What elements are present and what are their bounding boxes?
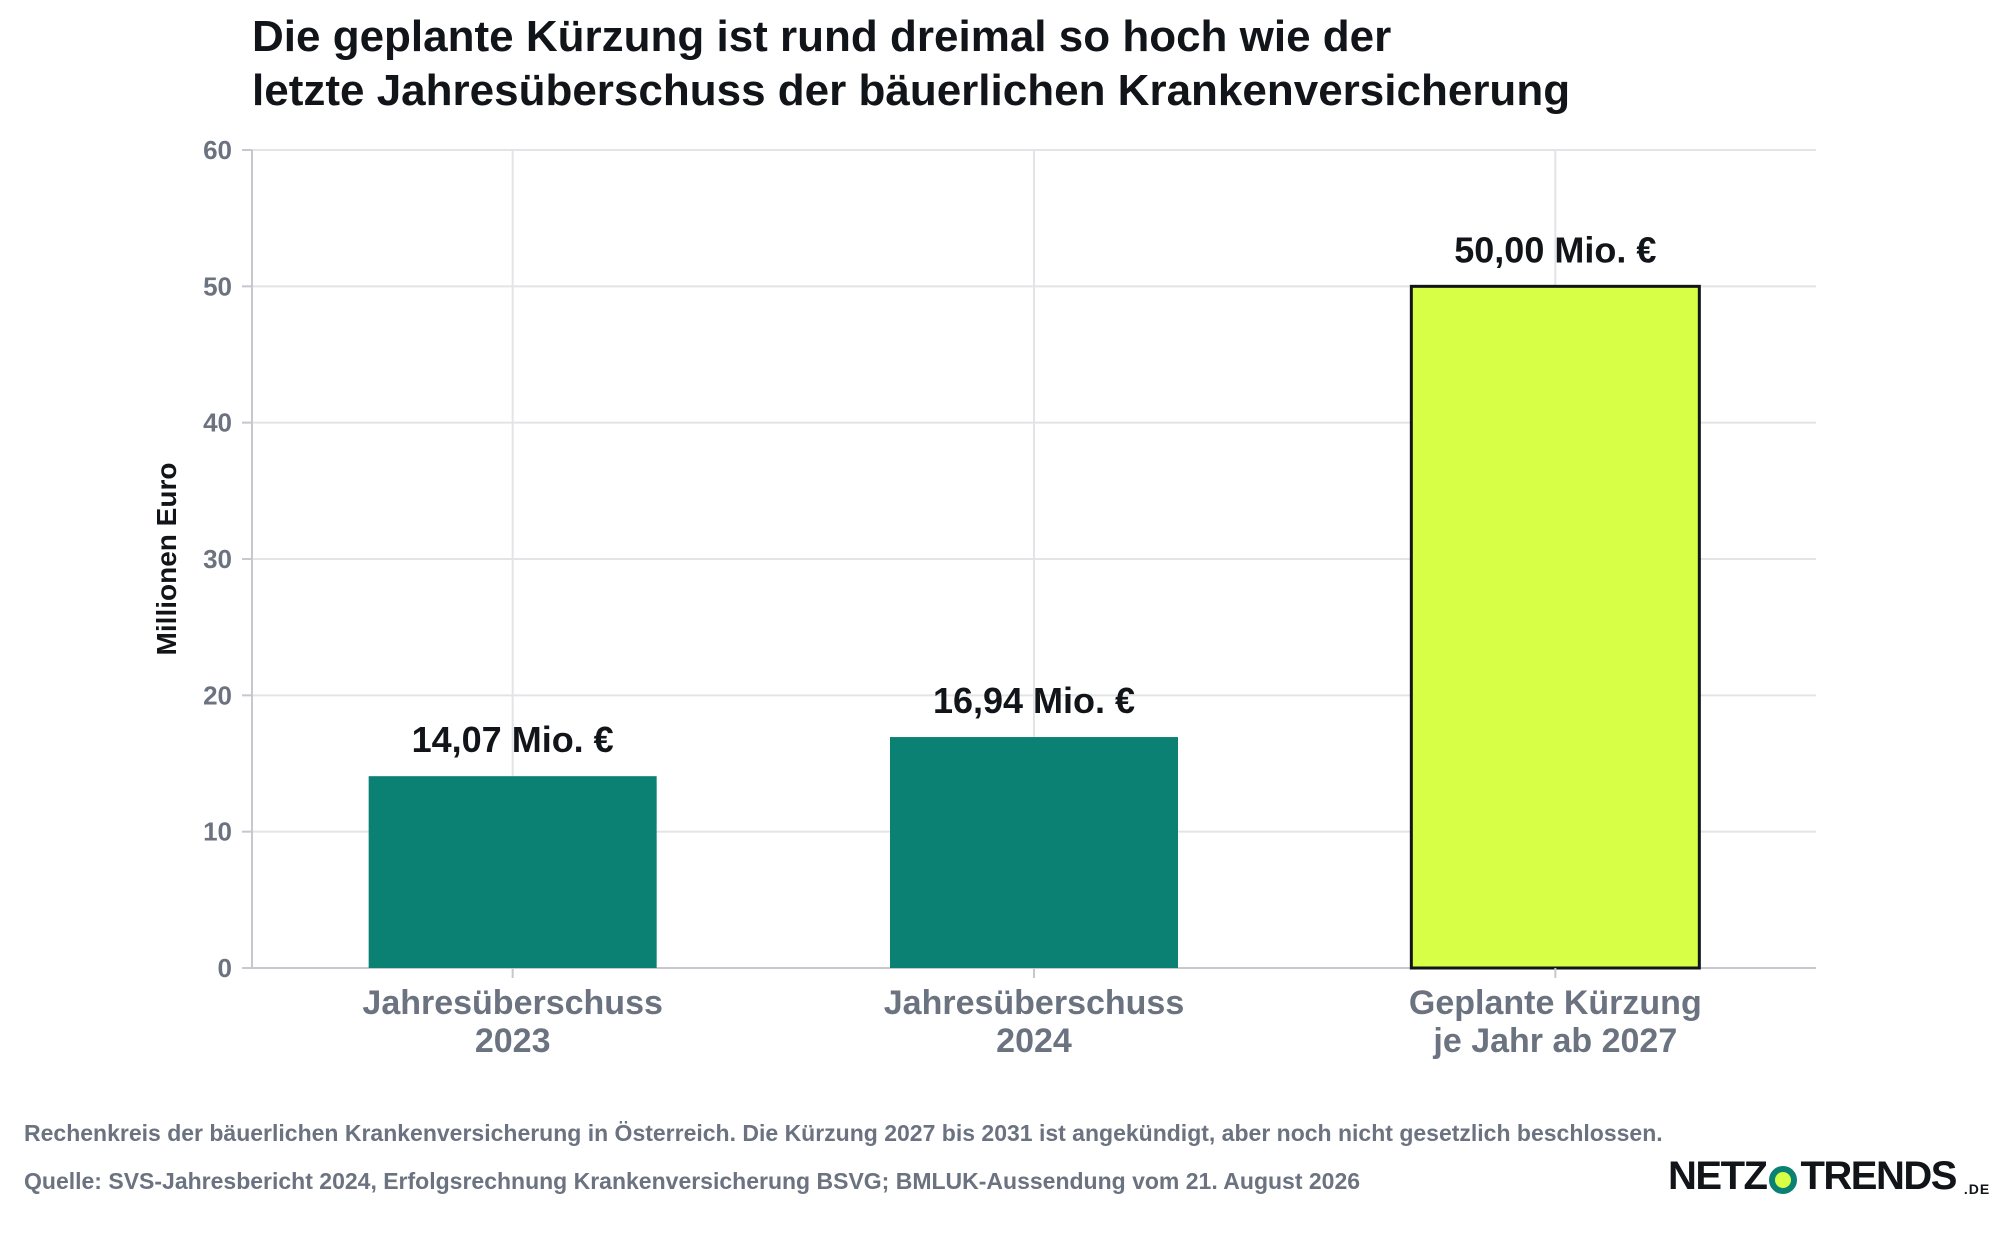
bar-2	[890, 737, 1178, 968]
chart-title-line-1: Die geplante Kürzung ist rund dreimal so…	[252, 12, 1392, 61]
x-tick-label: 2023	[475, 1022, 551, 1060]
x-tick-label: Jahresüberschuss	[362, 984, 663, 1022]
x-tick-label: 2024	[996, 1022, 1072, 1060]
x-tick-label: Geplante Kürzung	[1409, 984, 1702, 1022]
bar-value-label: 16,94 Mio. €	[933, 680, 1135, 721]
bar-value-label: 14,07 Mio. €	[412, 719, 614, 760]
chart-title: Die geplante Kürzung ist rund dreimal so…	[252, 10, 1952, 118]
bar-chart: 0 10 20 30 40 50 60 Millionen Euro 14,07 Mio. € J…	[151, 135, 1816, 1060]
bar-value-label: 50,00 Mio. €	[1454, 229, 1656, 270]
bar-1	[368, 776, 657, 968]
brand-logo: NETZ TRENDS .DE	[1668, 1146, 1990, 1196]
y-tick-label: 10	[203, 817, 232, 847]
logo-tld: .DE	[1963, 1181, 1991, 1197]
x-tick-label: je Jahr ab 2027	[1432, 1022, 1677, 1060]
x-tick-label: Jahresüberschuss	[884, 984, 1185, 1022]
y-axis-label: Millionen Euro	[151, 463, 182, 656]
y-tick-label: 20	[203, 680, 232, 710]
y-tick-label: 40	[203, 408, 232, 438]
bar-3	[1409, 284, 1701, 970]
chart-title-line-2: letzte Jahresüberschuss der bäuerlichen …	[252, 66, 1571, 115]
y-tick-label: 60	[203, 135, 232, 165]
y-tick-label: 30	[203, 544, 232, 574]
y-tick-label: 0	[218, 953, 232, 983]
chart-source: Quelle: SVS-Jahresbericht 2024, Erfolgsr…	[24, 1168, 1361, 1194]
logo-word-right: TRENDS	[1800, 1154, 1957, 1198]
y-tick-label: 50	[203, 271, 232, 301]
chart-note: Rechenkreis der bäuerlichen Krankenversi…	[24, 1120, 1663, 1146]
logo-dot-icon	[1769, 1166, 1798, 1194]
logo-word-left: NETZ	[1668, 1154, 1768, 1198]
